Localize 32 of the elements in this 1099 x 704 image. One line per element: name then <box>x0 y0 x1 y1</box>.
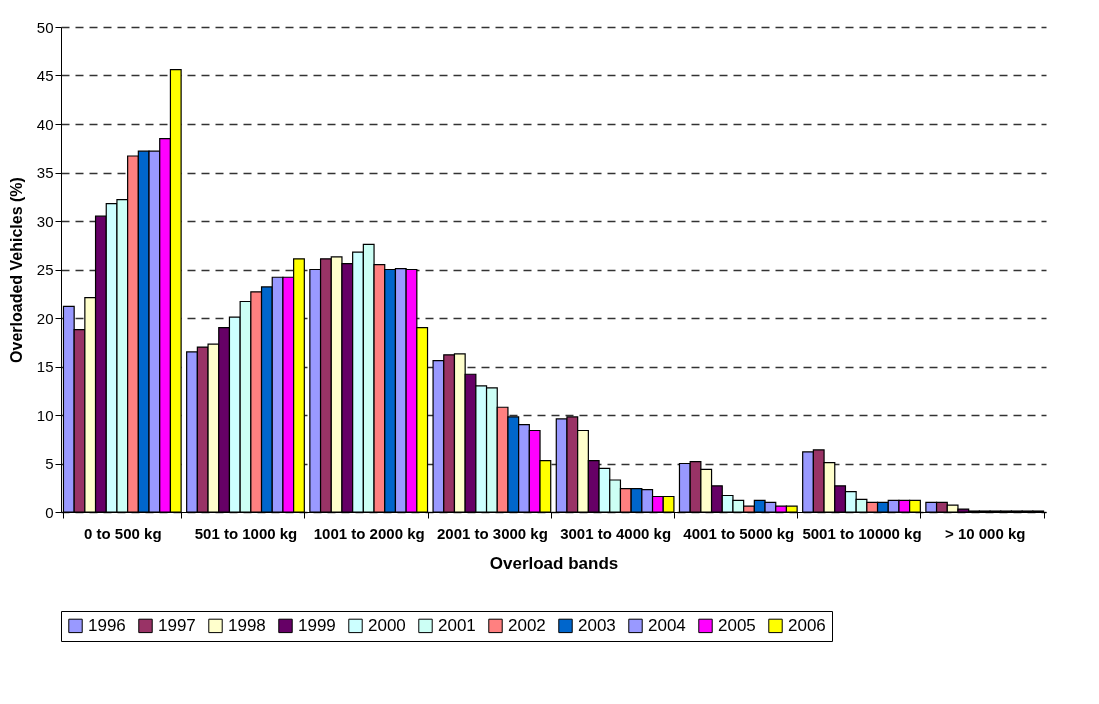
y-tick-label: 50 <box>36 18 54 36</box>
legend-label: 2006 <box>788 615 826 635</box>
x-tick-label: 3001 to 4000 kg <box>560 524 672 542</box>
x-tick-label: 2001 to 3000 kg <box>436 524 548 542</box>
y-tick-label: 5 <box>45 455 54 472</box>
legend-label: 1999 <box>298 615 336 635</box>
legend-label: 1997 <box>158 615 196 635</box>
x-tick-label: 501 to 1000 kg <box>194 524 298 542</box>
y-tick-label: 45 <box>36 67 54 84</box>
y-tick-label: 15 <box>36 358 54 375</box>
x-tick-label: 5001 to 10000 kg <box>802 524 922 542</box>
legend-label: 1996 <box>88 615 126 635</box>
y-tick-label: 40 <box>36 115 54 133</box>
legend-label: 2003 <box>578 615 616 635</box>
y-tick-label: 35 <box>36 164 54 181</box>
x-tick-label: 0 to 500 kg <box>84 524 162 542</box>
legend-label: 2004 <box>648 615 686 635</box>
x-tick-label: 1001 to 2000 kg <box>313 524 425 542</box>
y-tick-label: 10 <box>36 406 54 424</box>
legend-label: 2002 <box>508 615 546 635</box>
x-tick-label: 4001 to 5000 kg <box>683 524 795 542</box>
x-axis-title: Overload bands <box>489 553 619 573</box>
legend-label: 2005 <box>718 615 756 635</box>
legend-label: 2000 <box>368 615 406 635</box>
x-tick-label: > 10 000 kg <box>944 524 1026 542</box>
y-tick-label: 30 <box>36 212 54 230</box>
y-tick-label: 20 <box>36 309 54 327</box>
legend-label: 2001 <box>438 615 476 635</box>
y-tick-label: 0 <box>45 503 54 521</box>
legend-label: 1998 <box>228 615 266 635</box>
y-axis-title: Overloaded Vehicles (%) <box>7 177 25 363</box>
y-tick-label: 25 <box>36 261 54 278</box>
